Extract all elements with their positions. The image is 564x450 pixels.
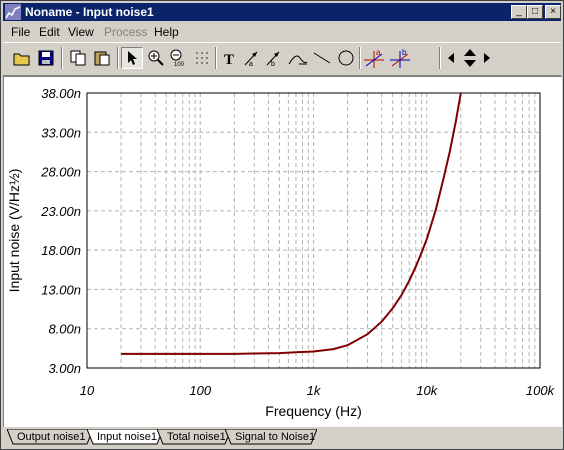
y-tick-label: 3.00n <box>48 361 81 376</box>
svg-text:b: b <box>271 61 275 67</box>
x-axis-label: Frequency (Hz) <box>265 403 361 419</box>
sheet-tabs: Output noise1 Input noise1 Total noise1 … <box>3 427 561 447</box>
y-tick-label: 8.00n <box>48 322 81 337</box>
cursor-b-icon[interactable]: b <box>389 47 411 69</box>
tab-input-noise[interactable]: Input noise1 <box>87 429 163 445</box>
app-icon <box>5 4 21 20</box>
toolbar-separator <box>215 47 217 69</box>
scroll-right-icon[interactable] <box>481 47 493 69</box>
window-title: Noname - Input noise1 <box>25 5 154 19</box>
toolbar-separator <box>117 47 119 69</box>
scroll-updown-icon[interactable] <box>459 47 481 69</box>
menu-edit[interactable]: Edit <box>39 25 60 39</box>
grid-icon[interactable] <box>191 47 213 69</box>
zoom-in-icon[interactable] <box>145 47 167 69</box>
x-tick-label: 10k <box>416 383 438 398</box>
pointer-icon[interactable] <box>121 47 143 69</box>
svg-text:T: T <box>224 52 234 66</box>
x-tick-label: 100 <box>189 383 211 398</box>
save-icon[interactable] <box>35 47 57 69</box>
menu-file[interactable]: File <box>11 25 31 39</box>
maximize-button[interactable]: □ <box>527 5 543 19</box>
title-bar[interactable]: Noname - Input noise1 _ □ × <box>3 3 561 21</box>
menu-process[interactable]: Process <box>104 25 148 39</box>
toolbar-separator <box>61 47 63 69</box>
menu-view[interactable]: View <box>68 25 94 39</box>
line-icon[interactable] <box>311 47 333 69</box>
input-noise-curve[interactable] <box>121 92 462 355</box>
y-axis-label: Input noise (V/Hz½) <box>6 169 22 293</box>
close-button[interactable]: × <box>545 5 561 19</box>
y-tick-label: 38.00n <box>41 86 81 101</box>
copy-icon[interactable] <box>67 47 89 69</box>
arrow-text-2-icon[interactable]: b <box>263 47 285 69</box>
toolbar-separator <box>359 47 361 69</box>
tab-label: Output noise1 <box>17 431 86 443</box>
svg-text:a: a <box>249 61 253 67</box>
cursor-a-icon[interactable]: a <box>363 47 385 69</box>
toolbar-separator <box>439 47 441 69</box>
y-tick-label: 13.00n <box>41 282 81 297</box>
svg-text:100: 100 <box>174 62 185 67</box>
tab-label: Total noise1 <box>167 431 226 443</box>
zoom-100-icon[interactable]: 100 <box>167 47 189 69</box>
x-tick-label: 1k <box>307 383 322 398</box>
tab-output-noise[interactable]: Output noise1 <box>7 429 93 445</box>
tab-total-noise[interactable]: Total noise1 <box>157 429 231 445</box>
y-tick-label: 33.00n <box>41 125 81 140</box>
menu-bar: File Edit View Process Help <box>3 22 561 41</box>
tab-signal-to-noise[interactable]: Signal to Noise1 <box>225 429 317 445</box>
minimize-button[interactable]: _ <box>511 5 527 19</box>
tab-label: Signal to Noise1 <box>235 431 316 443</box>
x-tick-label: 10 <box>80 383 95 398</box>
scroll-left-icon[interactable] <box>445 47 457 69</box>
paste-icon[interactable] <box>91 47 113 69</box>
svg-text:b: b <box>402 48 407 57</box>
plot-frame <box>86 92 541 369</box>
y-tick-label: 23.00n <box>40 204 81 219</box>
text-icon[interactable]: T <box>219 47 241 69</box>
menu-help[interactable]: Help <box>154 25 179 39</box>
x-tick-label: 100k <box>526 383 556 398</box>
open-folder-icon[interactable] <box>11 47 33 69</box>
tab-label: Input noise1 <box>97 431 157 443</box>
toolbar: 100 T a b a b <box>3 42 561 76</box>
arrow-text-icon[interactable]: a <box>241 47 263 69</box>
plot-area[interactable]: 10 100 1k 10k 100k 3.00n 8.00n 13.00n 18.00n 23.0… <box>3 76 562 427</box>
circle-icon[interactable] <box>335 47 357 69</box>
y-tick-label: 18.00n <box>41 243 81 258</box>
noise-chart[interactable]: 10 100 1k 10k 100k 3.00n 8.00n 13.00n 18.00n 23.0… <box>4 77 562 427</box>
svg-text:a: a <box>376 48 381 57</box>
y-tick-label: 28.00n <box>40 165 81 180</box>
curve-label-icon[interactable] <box>287 47 309 69</box>
